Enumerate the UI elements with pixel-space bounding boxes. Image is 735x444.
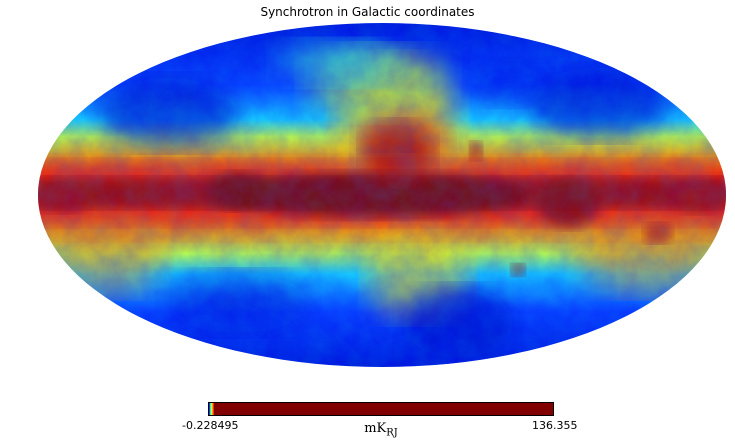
colorbar-bar [208, 402, 554, 416]
map-body [38, 23, 726, 367]
colorbar-unit: mKRJ [0, 421, 735, 439]
colorbar-max-label: 136.355 [532, 419, 578, 432]
colorbar-frame [208, 402, 554, 416]
synchrotron-intensity-map [38, 23, 726, 367]
colorbar [208, 401, 554, 416]
unit-main: mK [364, 421, 387, 436]
map-title: Synchrotron in Galactic coordinates [260, 5, 475, 19]
unit-subscript: RJ [386, 427, 398, 439]
colorbar-min-label: -0.228495 [182, 419, 239, 432]
colorbar-low-range [208, 402, 214, 416]
colorbar-saturated-fill [208, 402, 554, 416]
mollweide-sky-map [38, 23, 726, 367]
texture-plane [38, 153, 726, 243]
